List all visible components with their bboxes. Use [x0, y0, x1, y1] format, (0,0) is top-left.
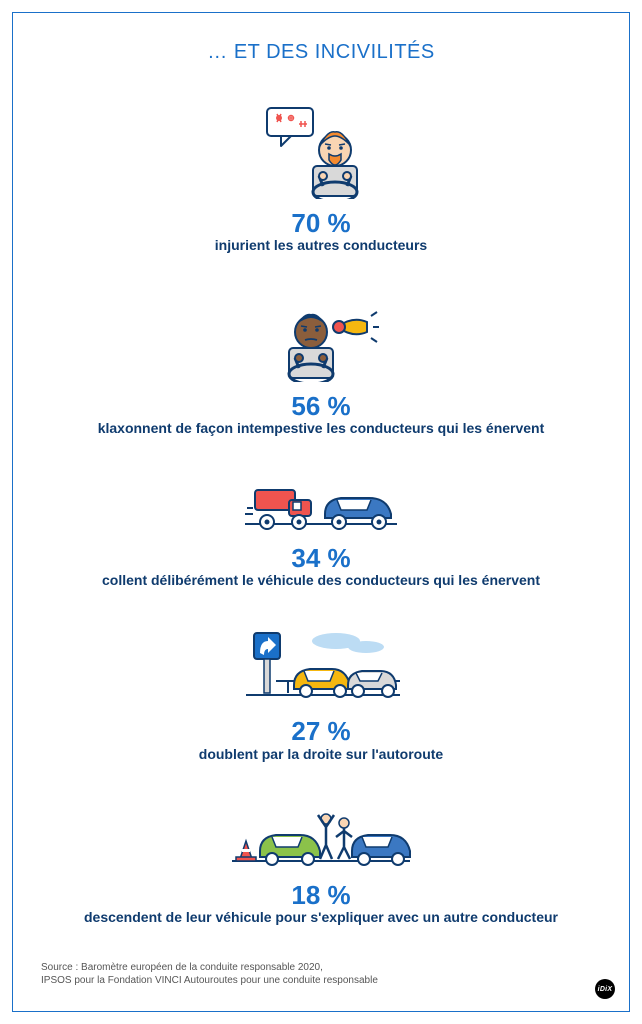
tailgate-icon: [241, 476, 401, 539]
stat-overtake: 27 % doublent par la droite sur l'autoro…: [41, 627, 601, 761]
stat-tailgate: 34 % collent délibérément le véhicule de…: [41, 476, 601, 588]
stat-value: 34 %: [291, 545, 350, 572]
stat-confront: 18 % descendent de leur véhicule pour s'…: [41, 801, 601, 925]
horn-icon: [261, 292, 381, 387]
stat-desc: doublent par la droite sur l'autoroute: [199, 746, 443, 762]
stat-value: 56 %: [291, 393, 350, 420]
source-line-2: IPSOS pour la Fondation VINCI Autouroute…: [41, 975, 378, 986]
source-text: Source : Baromètre européen de la condui…: [41, 961, 601, 987]
stat-value: 70 %: [291, 210, 350, 237]
stat-value: 18 %: [291, 882, 350, 909]
stat-value: 27 %: [291, 718, 350, 745]
stats-list: 70 % injurient les autres conducteurs: [41, 84, 601, 955]
page-title: … ET DES INCIVILITÉS: [41, 41, 601, 64]
idix-badge: iDiX: [595, 979, 615, 999]
infographic-frame: … ET DES INCIVILITÉS: [12, 12, 630, 1012]
stat-insult: 70 % injurient les autres conducteurs: [41, 104, 601, 253]
stat-desc: collent délibérément le véhicule des con…: [102, 572, 540, 588]
stat-desc: klaxonnent de façon intempestive les con…: [98, 420, 545, 436]
insult-icon: [261, 104, 381, 204]
overtake-icon: [236, 627, 406, 712]
stat-desc: descendent de leur véhicule pour s'expli…: [84, 909, 558, 925]
stat-horn: 56 % klaxonnent de façon intempestive le…: [41, 292, 601, 436]
confront-icon: [226, 801, 416, 876]
stat-desc: injurient les autres conducteurs: [215, 237, 427, 253]
source-line-1: Source : Baromètre européen de la condui…: [41, 962, 323, 973]
